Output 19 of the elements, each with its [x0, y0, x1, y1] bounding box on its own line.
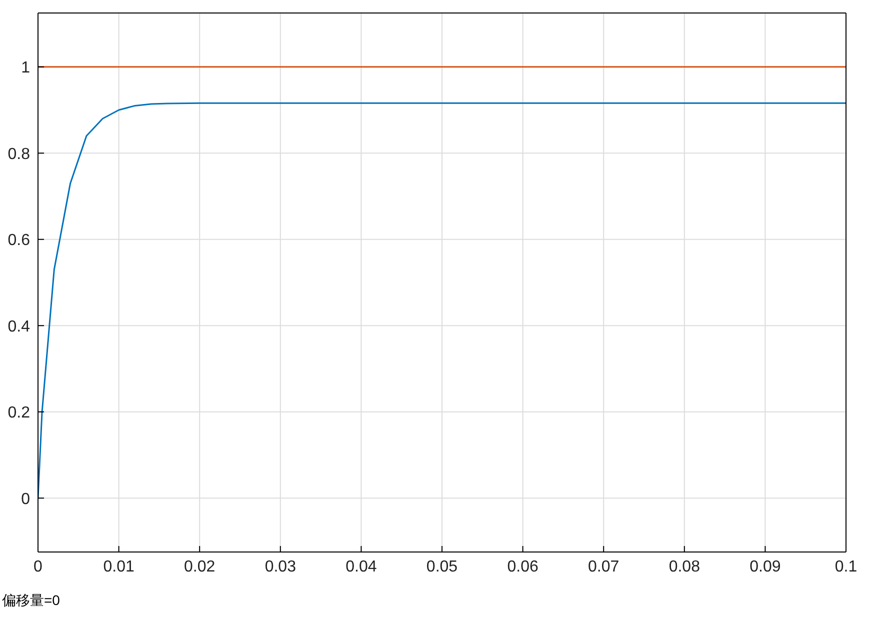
line-series: [38, 102, 846, 499]
x-tick-label: 0.08: [668, 558, 700, 576]
x-tick-label: 0.05: [426, 558, 458, 576]
x-tick-label: 0.07: [588, 558, 620, 576]
y-tick-label: 0.6: [8, 232, 30, 250]
y-tick-label: 0.8: [8, 146, 30, 163]
y-tick-label: 1: [21, 60, 30, 77]
x-tick-label: 0: [34, 558, 43, 576]
x-tick-label: 0.01: [103, 558, 134, 576]
x-tick-label: 0.02: [184, 558, 216, 576]
x-tick-label: 0.03: [264, 558, 296, 576]
x-tick-label: 0.04: [346, 558, 377, 576]
x-tick-label: 0.1: [834, 558, 858, 576]
y-tick-label: 0: [21, 490, 30, 508]
x-tick-label: 0.09: [750, 558, 781, 576]
y-tick-label: 0.4: [8, 318, 30, 336]
x-tick-label: 0.06: [507, 558, 538, 576]
text: 偏移量=0: [2, 592, 60, 610]
y-tick-label: 0.2: [8, 404, 30, 422]
